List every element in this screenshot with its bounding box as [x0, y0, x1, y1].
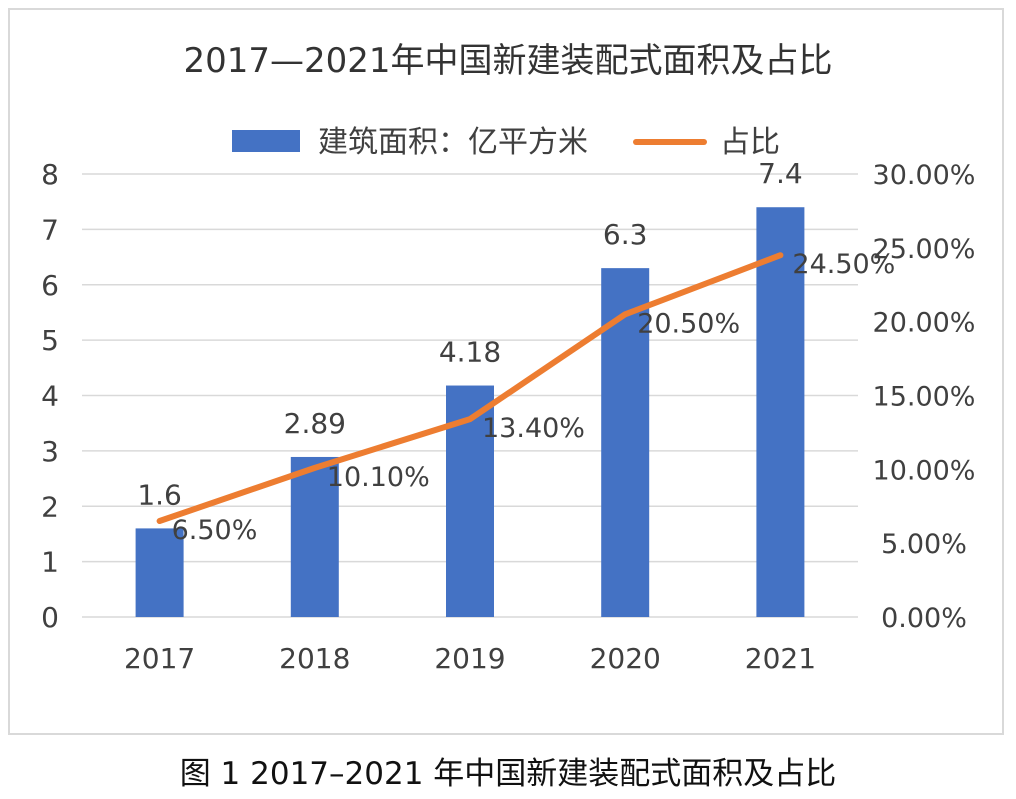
x-tick-label: 2020	[590, 642, 661, 675]
y-left-tick-label: 4	[41, 380, 59, 413]
line-data-label: 20.50%	[637, 308, 740, 339]
y-right-tick-label: 0.00%	[881, 603, 967, 634]
bar-data-label: 4.18	[439, 336, 501, 369]
bar-data-label: 7.4	[758, 157, 803, 190]
legend-bar-swatch	[232, 130, 300, 152]
figure-caption: 图 1 2017–2021 年中国新建装配式面积及占比	[179, 756, 837, 792]
line-data-label: 24.50%	[792, 249, 895, 280]
x-tick-label: 2017	[124, 642, 195, 675]
line-data-label: 6.50%	[172, 515, 258, 546]
y-left-tick-label: 0	[41, 601, 59, 634]
bar	[756, 207, 805, 617]
y-right-tick-label: 10.00%	[873, 455, 976, 486]
x-tick-label: 2018	[279, 642, 350, 675]
y-left-tick-label: 7	[41, 213, 59, 246]
chart-title: 2017—2021年中国新建装配式面积及占比	[183, 41, 832, 81]
y-left-tick-label: 3	[41, 435, 59, 468]
legend-line-label: 占比	[720, 125, 780, 160]
x-tick-label: 2019	[434, 642, 505, 675]
bar	[135, 528, 184, 617]
y-right-tick-label: 30.00%	[873, 160, 976, 191]
y-right-tick-label: 15.00%	[873, 382, 976, 413]
line-data-label: 13.40%	[482, 413, 585, 444]
bar-data-label: 1.6	[137, 478, 182, 511]
y-left-tick-label: 1	[41, 546, 59, 579]
x-tick-label: 2021	[745, 642, 816, 675]
bar-data-label: 6.3	[603, 218, 648, 251]
y-left-tick-label: 5	[41, 324, 59, 357]
line-data-label: 10.10%	[327, 462, 430, 493]
combo-chart: 2017—2021年中国新建装配式面积及占比 0 1 2 3 4 5 6 7 8 0.00% 5.00…	[41, 41, 976, 675]
y-left-tick-label: 6	[41, 269, 59, 302]
y-left-tick-label: 8	[41, 158, 59, 191]
y-left-tick-label: 2	[41, 490, 59, 523]
bar-data-label: 2.89	[284, 407, 346, 440]
y-right-tick-label: 20.00%	[873, 308, 976, 339]
bar	[290, 456, 339, 617]
y-right-tick-label: 25.00%	[873, 234, 976, 265]
y-right-tick-label: 5.00%	[881, 529, 967, 560]
legend-bar-label: 建筑面积：亿平方米	[318, 125, 588, 160]
